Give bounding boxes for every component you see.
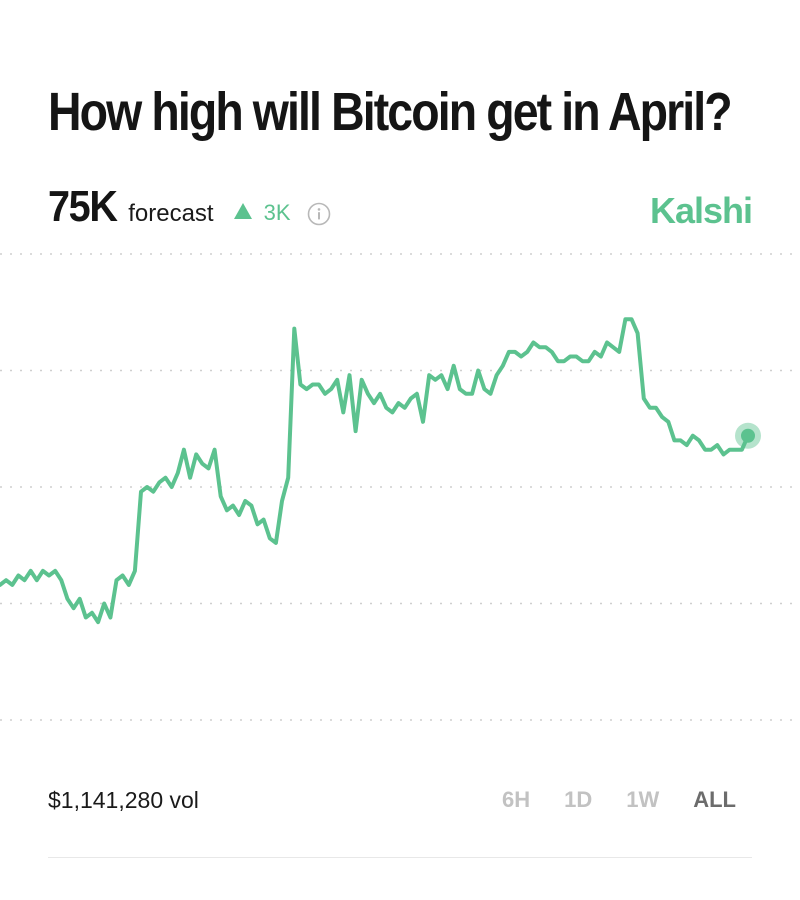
chart-footer: $1,141,280 vol 6H 1D 1W ALL — [48, 778, 752, 822]
forecast-change: 3K — [233, 200, 291, 226]
forecast-summary: 75K forecast 3K — [48, 182, 331, 242]
forecast-value: 75K — [48, 182, 118, 231]
divider — [48, 857, 752, 858]
info-icon[interactable] — [307, 202, 331, 226]
triangle-up-icon — [233, 203, 252, 219]
forecast-change-value: 3K — [263, 200, 291, 225]
brand-logo: Kalshi — [649, 190, 753, 231]
range-6h-button[interactable]: 6H — [501, 787, 531, 812]
forecast-label: forecast — [128, 200, 214, 227]
page-title: How high will Bitcoin get in April? — [48, 82, 733, 142]
range-1d-button[interactable]: 1D — [564, 787, 593, 812]
range-1w-button[interactable]: 1W — [626, 787, 660, 812]
series-line — [0, 317, 750, 625]
price-chart — [0, 253, 800, 721]
time-range-selector: 6H 1D 1W ALL — [502, 787, 736, 813]
current-point — [741, 428, 755, 443]
chart-gridlines — [0, 253, 800, 721]
range-all-button[interactable]: ALL — [693, 787, 736, 812]
volume-label: $1,141,280 vol — [48, 786, 199, 813]
